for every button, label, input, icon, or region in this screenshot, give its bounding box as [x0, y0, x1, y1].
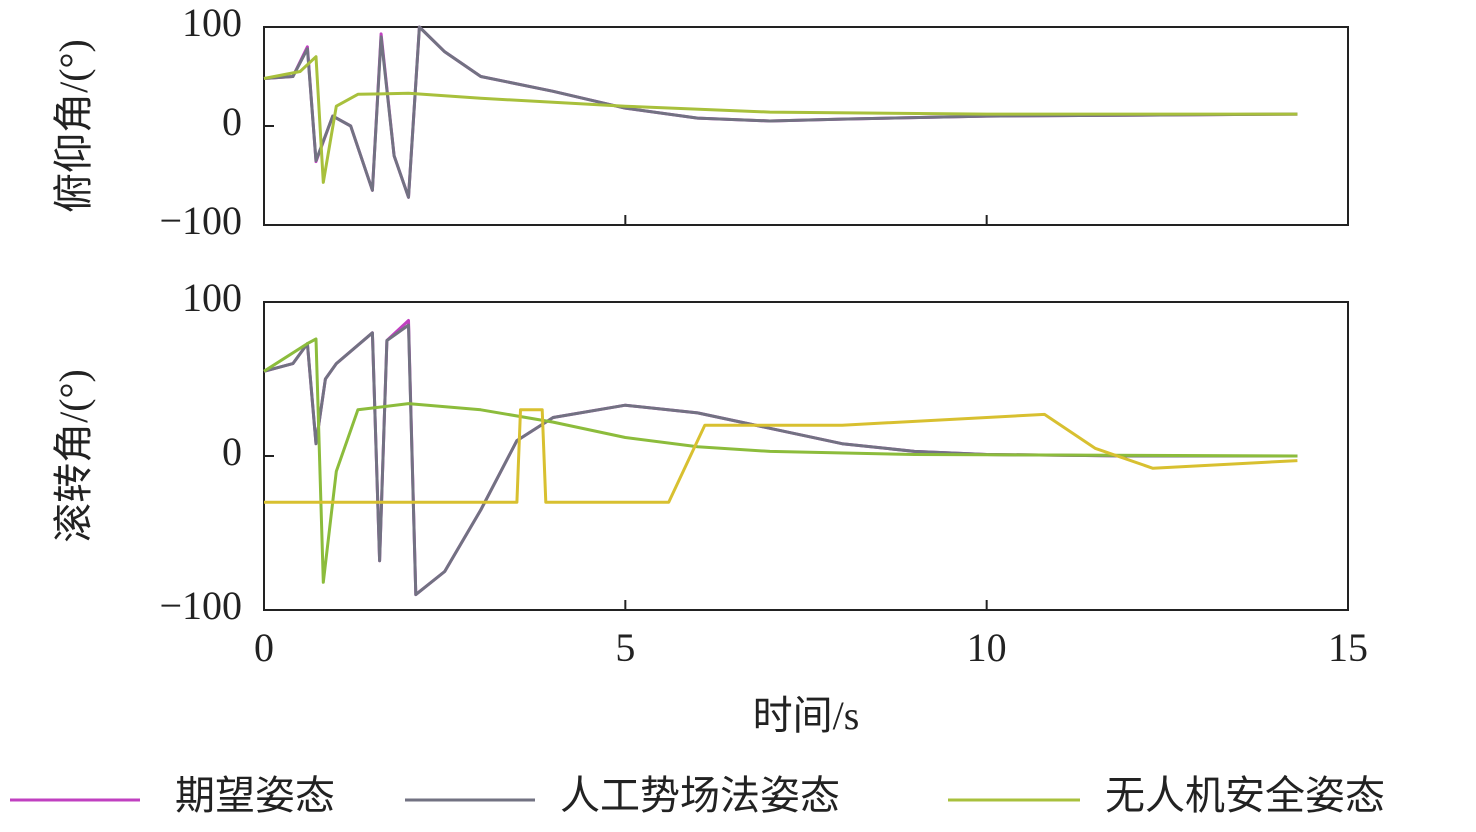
legend-label: 期望姿态 [175, 773, 335, 818]
y-tick-label: 0 [222, 429, 242, 474]
y-tick-label: −100 [159, 198, 242, 243]
x-tick-label: 15 [1328, 625, 1368, 670]
series-line [263, 337, 1298, 584]
y-axis-label: 滚转角/(°) [51, 369, 96, 543]
legend-label: 人工势场法姿态 [560, 773, 840, 818]
x-tick-label: 0 [254, 625, 274, 670]
series-line [263, 323, 1298, 597]
y-axis-label: 俯仰角/(°) [51, 39, 96, 213]
x-axis-label: 时间/s [753, 693, 860, 738]
y-tick-label: 0 [222, 99, 242, 144]
x-tick-label: 10 [967, 625, 1007, 670]
x-tick-label: 5 [615, 625, 635, 670]
series-line [263, 55, 1298, 184]
series-line [263, 25, 1298, 199]
plot-frame [263, 26, 1349, 226]
series-line [263, 319, 1298, 597]
y-tick-label: 100 [182, 275, 242, 320]
series-line [264, 408, 1298, 504]
y-tick-label: 100 [182, 0, 242, 45]
y-tick-label: −100 [159, 583, 242, 628]
legend-label: 无人机安全姿态 [1105, 773, 1385, 818]
